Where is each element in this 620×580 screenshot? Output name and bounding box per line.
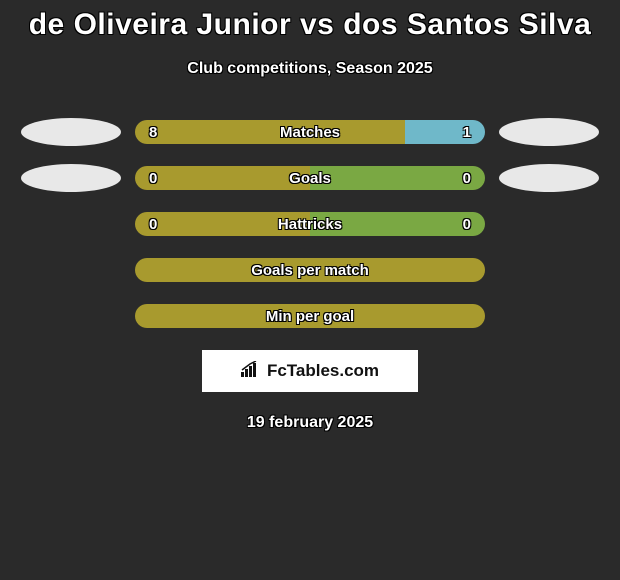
player-avatar-right [497, 164, 601, 192]
stat-label: Min per goal [135, 304, 485, 328]
stat-row: 00Hattricks [0, 212, 620, 236]
player-avatar-left [19, 164, 123, 192]
stat-row: Min per goal [0, 304, 620, 328]
logo-box: FcTables.com [202, 350, 418, 392]
stat-row: 81Matches [0, 120, 620, 144]
player-avatar-right [497, 118, 601, 146]
stat-label: Goals per match [135, 258, 485, 282]
stats-container: 81Matches 00Goals 00Hattricks Goals per mat… [0, 120, 620, 328]
logo-text: FcTables.com [267, 361, 379, 381]
stat-row: 00Goals [0, 166, 620, 190]
chart-date: 19 february 2025 [0, 414, 620, 432]
chart-subtitle: Club competitions, Season 2025 [0, 60, 620, 78]
stat-bar: 81Matches [135, 120, 485, 144]
avatar-ellipse [21, 118, 121, 146]
comparison-chart: de Oliveira Junior vs dos Santos Silva C… [0, 0, 620, 432]
stat-bar: 00Hattricks [135, 212, 485, 236]
stat-label: Hattricks [135, 212, 485, 236]
stat-bar: Min per goal [135, 304, 485, 328]
chart-title: de Oliveira Junior vs dos Santos Silva [0, 8, 620, 42]
avatar-ellipse [21, 164, 121, 192]
stat-bar: Goals per match [135, 258, 485, 282]
stat-label: Goals [135, 166, 485, 190]
logo-chart-icon [241, 361, 261, 382]
player-avatar-left [19, 118, 123, 146]
avatar-ellipse [499, 164, 599, 192]
stat-row: Goals per match [0, 258, 620, 282]
stat-label: Matches [135, 120, 485, 144]
avatar-ellipse [499, 118, 599, 146]
stat-bar: 00Goals [135, 166, 485, 190]
